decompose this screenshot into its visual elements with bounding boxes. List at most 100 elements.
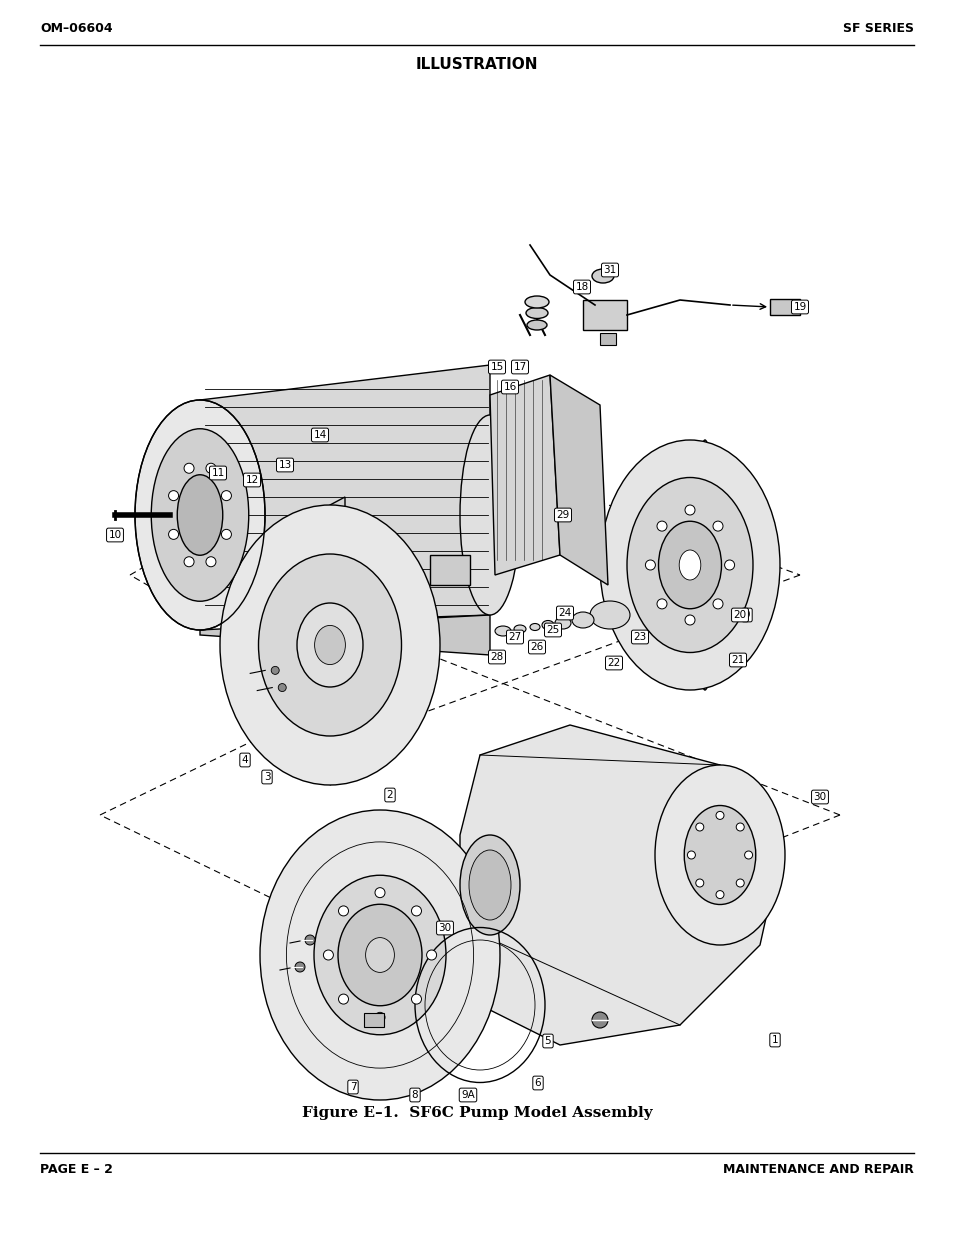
Circle shape	[592, 1011, 607, 1028]
Ellipse shape	[658, 521, 720, 609]
Circle shape	[724, 559, 734, 571]
Text: 5: 5	[544, 1036, 551, 1046]
Ellipse shape	[683, 805, 755, 904]
Circle shape	[305, 935, 314, 945]
Circle shape	[411, 906, 421, 916]
FancyBboxPatch shape	[430, 555, 470, 585]
Text: 31: 31	[602, 266, 616, 275]
Text: 24: 24	[558, 608, 571, 618]
Text: 13: 13	[278, 459, 292, 471]
Circle shape	[687, 851, 695, 860]
Circle shape	[221, 530, 232, 540]
Circle shape	[271, 667, 279, 674]
Text: 12: 12	[245, 475, 258, 485]
Circle shape	[323, 950, 333, 960]
Circle shape	[375, 1013, 385, 1023]
Circle shape	[411, 994, 421, 1004]
Ellipse shape	[655, 764, 784, 945]
Circle shape	[684, 505, 695, 515]
Text: 26: 26	[530, 642, 543, 652]
Circle shape	[712, 599, 722, 609]
Text: 1: 1	[771, 1035, 778, 1045]
FancyBboxPatch shape	[769, 299, 800, 315]
Ellipse shape	[572, 613, 594, 629]
Ellipse shape	[459, 415, 519, 615]
Ellipse shape	[695, 440, 714, 690]
Text: 23: 23	[633, 632, 646, 642]
Text: PAGE E – 2: PAGE E – 2	[40, 1163, 112, 1176]
Ellipse shape	[365, 937, 394, 972]
Text: 16: 16	[503, 382, 517, 391]
Ellipse shape	[152, 429, 249, 601]
Text: 3: 3	[263, 772, 270, 782]
Ellipse shape	[592, 269, 614, 283]
Text: ILLUSTRATION: ILLUSTRATION	[416, 57, 537, 72]
Ellipse shape	[469, 850, 511, 920]
Text: 14: 14	[313, 430, 326, 440]
Circle shape	[712, 521, 722, 531]
Polygon shape	[459, 725, 780, 1045]
Circle shape	[695, 879, 703, 887]
Ellipse shape	[526, 320, 546, 330]
Text: 29: 29	[556, 510, 569, 520]
Ellipse shape	[260, 810, 499, 1100]
Text: Figure E–1.  SF6C Pump Model Assembly: Figure E–1. SF6C Pump Model Assembly	[301, 1107, 652, 1120]
Circle shape	[278, 683, 286, 692]
Text: 17: 17	[513, 362, 526, 372]
Circle shape	[338, 906, 348, 916]
Circle shape	[375, 888, 385, 898]
Ellipse shape	[541, 620, 554, 630]
Text: 6: 6	[534, 1078, 540, 1088]
Polygon shape	[330, 496, 345, 785]
Text: 9: 9	[743, 610, 749, 620]
Text: 22: 22	[607, 658, 620, 668]
Text: SF SERIES: SF SERIES	[842, 22, 913, 35]
Text: 25: 25	[546, 625, 559, 635]
Text: 19: 19	[793, 303, 806, 312]
Ellipse shape	[589, 601, 629, 629]
Polygon shape	[490, 375, 559, 576]
Circle shape	[736, 823, 743, 831]
Text: 30: 30	[438, 923, 451, 932]
Text: 18: 18	[575, 282, 588, 291]
Ellipse shape	[555, 618, 571, 629]
Text: 11: 11	[212, 468, 224, 478]
Circle shape	[294, 962, 305, 972]
Ellipse shape	[524, 296, 548, 308]
FancyBboxPatch shape	[582, 300, 626, 330]
Circle shape	[645, 559, 655, 571]
Circle shape	[169, 530, 178, 540]
Ellipse shape	[626, 478, 752, 652]
Circle shape	[184, 557, 193, 567]
FancyBboxPatch shape	[599, 333, 616, 345]
Ellipse shape	[258, 555, 401, 736]
Text: 9A: 9A	[460, 1091, 475, 1100]
Circle shape	[695, 823, 703, 831]
Ellipse shape	[514, 625, 525, 634]
Text: OM–06604: OM–06604	[40, 22, 112, 35]
Text: 15: 15	[490, 362, 503, 372]
Circle shape	[426, 950, 436, 960]
Text: 27: 27	[508, 632, 521, 642]
Ellipse shape	[495, 626, 511, 636]
FancyBboxPatch shape	[364, 1013, 384, 1028]
Circle shape	[338, 994, 348, 1004]
Text: 8: 8	[412, 1091, 417, 1100]
Text: 4: 4	[241, 755, 248, 764]
Text: 30: 30	[813, 792, 825, 802]
Polygon shape	[200, 366, 490, 625]
Text: 21: 21	[731, 655, 744, 664]
Ellipse shape	[220, 505, 439, 785]
Ellipse shape	[135, 400, 265, 630]
Circle shape	[221, 490, 232, 500]
Ellipse shape	[296, 603, 363, 687]
Circle shape	[716, 811, 723, 819]
Text: 7: 7	[350, 1082, 355, 1092]
Circle shape	[206, 463, 215, 473]
Circle shape	[744, 851, 752, 860]
Ellipse shape	[177, 474, 222, 556]
Ellipse shape	[459, 835, 519, 935]
Ellipse shape	[679, 550, 700, 580]
Circle shape	[657, 521, 666, 531]
Polygon shape	[550, 375, 607, 585]
